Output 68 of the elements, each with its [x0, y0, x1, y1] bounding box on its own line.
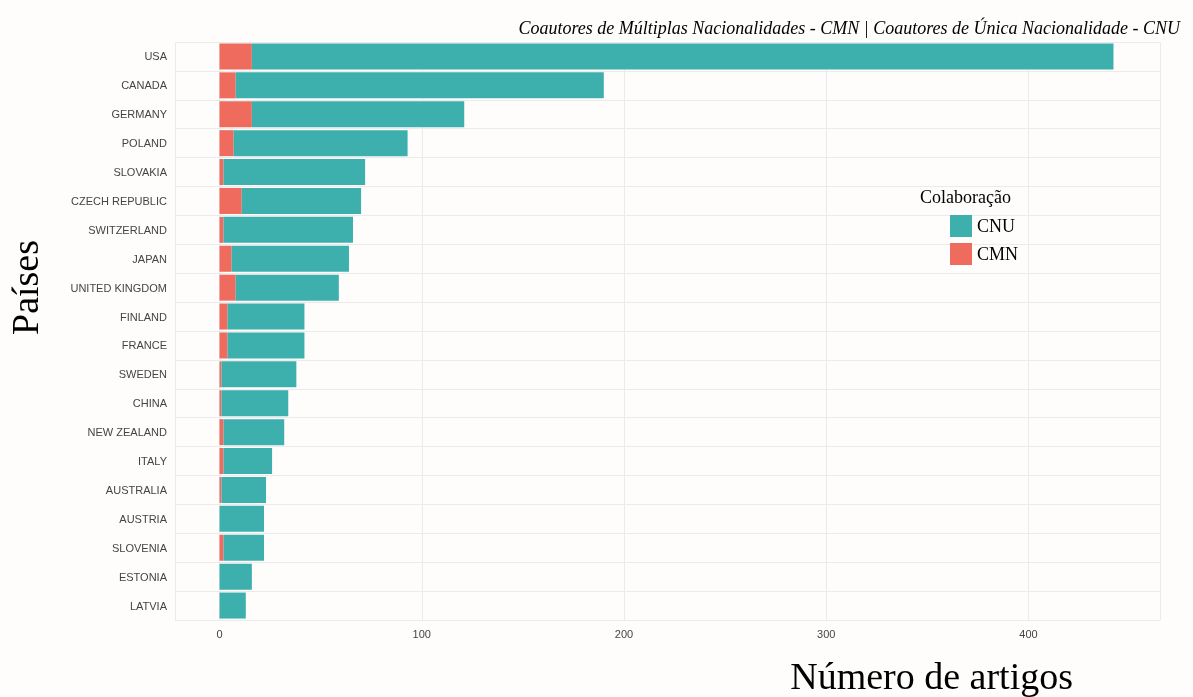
- y-tick-label: USA: [144, 50, 168, 63]
- bar: [219, 332, 228, 359]
- bar: [221, 361, 297, 388]
- bar: [219, 390, 222, 417]
- bar: [251, 43, 1114, 70]
- y-tick-label: SWEDEN: [118, 368, 168, 381]
- bar: [241, 187, 362, 214]
- y-tick-label: ITALY: [138, 455, 168, 468]
- bar: [219, 159, 224, 186]
- bar: [219, 72, 236, 99]
- y-tick-label: NEW ZEALAND: [87, 426, 168, 439]
- x-tick-label: 200: [614, 627, 634, 640]
- bar: [219, 361, 222, 388]
- y-tick-label: ESTONIA: [118, 570, 168, 583]
- bar: [223, 159, 366, 186]
- bar: [219, 43, 252, 70]
- bar: [219, 274, 236, 301]
- x-axis-title: Número de artigos: [790, 655, 1073, 697]
- bar: [233, 130, 408, 157]
- bar: [235, 72, 604, 99]
- bar: [219, 130, 234, 157]
- legend-title: Colaboração: [920, 187, 1012, 207]
- bar: [235, 274, 339, 301]
- bar: [219, 505, 264, 532]
- bar: [221, 390, 289, 417]
- y-tick-label: SWITZERLAND: [88, 223, 168, 236]
- y-tick-label: FRANCE: [121, 339, 167, 352]
- y-tick-label: JAPAN: [132, 252, 168, 265]
- bar: [219, 534, 224, 561]
- bar: [219, 187, 242, 214]
- y-tick-label: SLOVENIA: [111, 541, 168, 554]
- x-tick-label: 300: [817, 627, 836, 640]
- bar: [219, 592, 246, 619]
- y-tick-label: CANADA: [121, 79, 168, 92]
- bar: [219, 563, 252, 590]
- y-tick-label: SLOVAKIA: [113, 166, 168, 179]
- chart-title: Coautores de Múltiplas Nacionalidades - CMN | Coautores de Única Nacionalidade - CNU: [518, 17, 1181, 38]
- y-tick-label: AUSTRALIA: [105, 483, 168, 496]
- y-tick-label: CHINA: [132, 397, 168, 410]
- bar: [223, 448, 273, 475]
- y-tick-label: GERMANY: [111, 108, 168, 121]
- bar: [219, 101, 252, 128]
- bar: [223, 419, 285, 446]
- legend-label: CNU: [976, 216, 1016, 236]
- bar: [219, 303, 228, 330]
- legend-label: CMN: [976, 244, 1019, 264]
- y-axis-title: Países: [4, 240, 46, 335]
- y-tick-label: CZECH REPUBLIC: [71, 194, 168, 207]
- y-tick-label: LATVIA: [129, 599, 168, 612]
- bar: [219, 245, 232, 272]
- bar: [227, 303, 305, 330]
- y-tick-label: POLAND: [121, 137, 168, 150]
- bar: [219, 476, 222, 503]
- y-tick-label: FINLAND: [119, 310, 168, 323]
- bar: [251, 101, 465, 128]
- bar: [227, 332, 305, 359]
- bar: [223, 534, 264, 561]
- x-tick-label: 100: [412, 627, 431, 640]
- bar: [231, 245, 349, 272]
- bar: [221, 476, 267, 503]
- x-tick-label: 0: [216, 627, 223, 640]
- bar: [223, 216, 353, 243]
- bar: [219, 419, 224, 446]
- bar: [219, 448, 224, 475]
- x-tick-label: 400: [1019, 627, 1038, 640]
- y-tick-label: AUSTRIA: [119, 512, 168, 525]
- y-tick-label: UNITED KINGDOM: [70, 281, 167, 294]
- bar: [219, 216, 224, 243]
